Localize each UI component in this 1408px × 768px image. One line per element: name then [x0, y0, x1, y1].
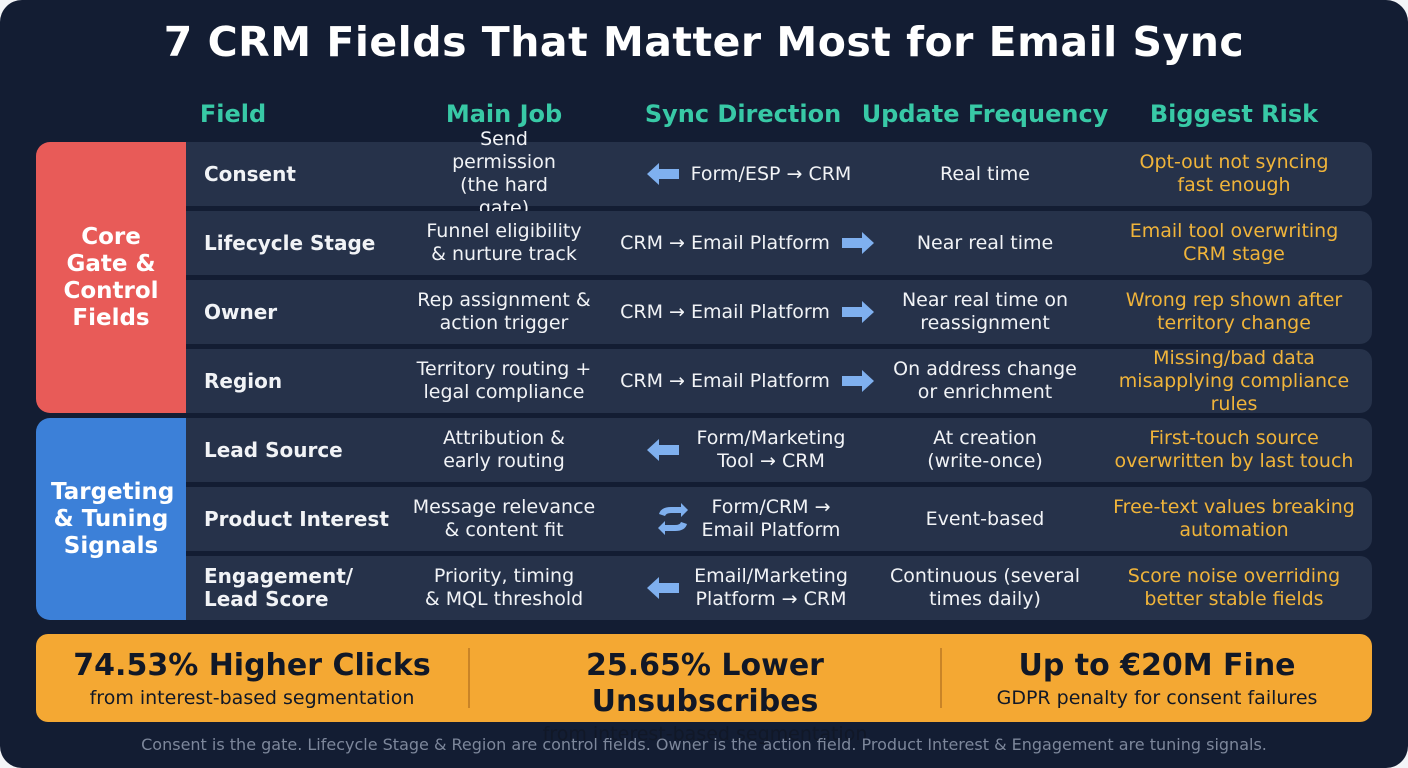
field-name: Owner	[204, 299, 278, 324]
biggest-risk: Email tool overwriting CRM stage	[1129, 220, 1339, 265]
main-job: Rep assignment & action trigger	[417, 289, 591, 334]
field-name: Region	[204, 368, 283, 393]
field-name: Lead Source	[204, 437, 343, 462]
sync-direction: Email/Marketing Platform → CRM	[620, 556, 876, 620]
stat-unsubscribes: 25.65% Lower Unsubscribes from interest-…	[470, 634, 940, 745]
column-header-biggest-risk: Biggest Risk	[1149, 100, 1319, 128]
sync-direction: CRM → Email Platform	[620, 211, 876, 275]
stat-divider	[940, 648, 942, 708]
update-frequency: Real time	[940, 162, 1030, 185]
right-arrow-icon	[840, 230, 876, 256]
group-label: Targeting & Tuning Signals	[51, 478, 175, 559]
stat-caption: from interest-based segmentation	[89, 687, 415, 709]
update-frequency: On address change or enrichment	[893, 358, 1077, 403]
table-row: Region Territory routing + legal complian…	[186, 346, 1372, 415]
stat-fine: Up to €20M Fine GDPR penalty for consent…	[942, 634, 1372, 722]
table-row: Owner Rep assignment & action trigger CRM …	[186, 280, 1372, 344]
sync-direction-text: CRM → Email Platform	[620, 300, 830, 323]
sync-direction: Form/CRM → Email Platform	[620, 487, 876, 551]
column-header-sync-direction: Sync Direction	[644, 100, 842, 128]
stats-banner: 74.53% Higher Clicks from interest-based…	[36, 634, 1372, 745]
biggest-risk: First-touch source overwritten by last t…	[1114, 427, 1354, 472]
stat-value: 74.53% Higher Clicks	[73, 648, 431, 683]
biggest-risk: Missing/bad data misapplying compliance …	[1118, 346, 1350, 415]
sync-direction-text: Form/CRM → Email Platform	[701, 496, 841, 541]
column-header-main-job: Main Job	[445, 100, 563, 128]
update-frequency: Near real time on reassignment	[901, 289, 1069, 334]
main-job: Send permission (the hard gate)	[452, 128, 556, 219]
stat-value: Up to €20M Fine	[1018, 648, 1296, 683]
biggest-risk: Wrong rep shown after territory change	[1125, 289, 1343, 334]
sync-direction: CRM → Email Platform	[620, 349, 876, 413]
sync-direction-text: Form/ESP → CRM	[690, 162, 852, 185]
main-job: Territory routing + legal compliance	[416, 358, 592, 403]
sync-direction: Form/Marketing Tool → CRM	[620, 418, 876, 482]
right-arrow-icon	[840, 299, 876, 325]
field-name: Engagement/ Lead Score	[204, 564, 354, 611]
sync-direction-text: CRM → Email Platform	[620, 231, 830, 254]
field-name: Product Interest	[204, 506, 389, 531]
left-arrow-icon	[645, 437, 681, 463]
stat-value: 25.65% Lower Unsubscribes	[586, 648, 824, 719]
update-frequency: Near real time	[916, 231, 1054, 254]
left-arrow-icon	[645, 161, 681, 187]
main-job: Priority, timing & MQL threshold	[424, 565, 584, 610]
sync-direction-text: Form/Marketing Tool → CRM	[696, 427, 846, 472]
stat-caption: from interest-based segmentation	[542, 723, 868, 745]
update-frequency: At creation (write-once)	[927, 427, 1043, 472]
update-frequency: Continuous (several times daily)	[889, 565, 1081, 610]
right-arrow-icon	[840, 368, 876, 394]
sync-direction: Form/ESP → CRM	[620, 142, 876, 206]
field-name: Consent	[204, 161, 296, 186]
stat-caption: GDPR penalty for consent failures	[996, 687, 1318, 709]
biggest-risk: Free-text values breaking automation	[1113, 496, 1355, 541]
main-job: Attribution & early routing	[442, 427, 565, 472]
column-header-update-frequency: Update Frequency	[861, 100, 1109, 128]
table-row: Lifecycle Stage Funnel eligibility & nurt…	[186, 211, 1372, 275]
column-header-field: Field	[199, 100, 267, 128]
sync-direction-text: CRM → Email Platform	[620, 369, 830, 392]
table-row: Lead Source Attribution & early routing Fo…	[186, 418, 1372, 482]
page-title: 7 CRM Fields That Matter Most for Email …	[163, 18, 1245, 66]
sync-direction: CRM → Email Platform	[620, 280, 876, 344]
left-arrow-icon	[645, 575, 681, 601]
main-job: Message relevance & content fit	[412, 496, 596, 541]
biggest-risk: Opt-out not syncing fast enough	[1139, 151, 1329, 196]
sync-direction-text: Email/Marketing Platform → CRM	[694, 565, 848, 610]
stat-divider	[468, 648, 470, 708]
biggest-risk: Score noise overriding better stable fie…	[1127, 565, 1341, 610]
bidirectional-sync-icon	[655, 502, 691, 536]
table-row: Product Interest Message relevance & cont…	[186, 487, 1372, 551]
group-core-gate-control: Core Gate & Control Fields	[36, 142, 186, 413]
field-name: Lifecycle Stage	[204, 230, 376, 255]
stat-clicks: 74.53% Higher Clicks from interest-based…	[36, 634, 468, 722]
main-job: Funnel eligibility & nurture track	[426, 220, 582, 265]
group-label: Core Gate & Control Fields	[63, 223, 159, 331]
table-row: Consent Send permission (the hard gate) Fo…	[186, 128, 1372, 219]
group-targeting-tuning: Targeting & Tuning Signals	[36, 418, 186, 620]
footer-note: Consent is the gate. Lifecycle Stage & R…	[141, 735, 1267, 754]
update-frequency: Event-based	[925, 507, 1045, 530]
table-row: Engagement/ Lead Score Priority, timing &…	[186, 556, 1372, 620]
